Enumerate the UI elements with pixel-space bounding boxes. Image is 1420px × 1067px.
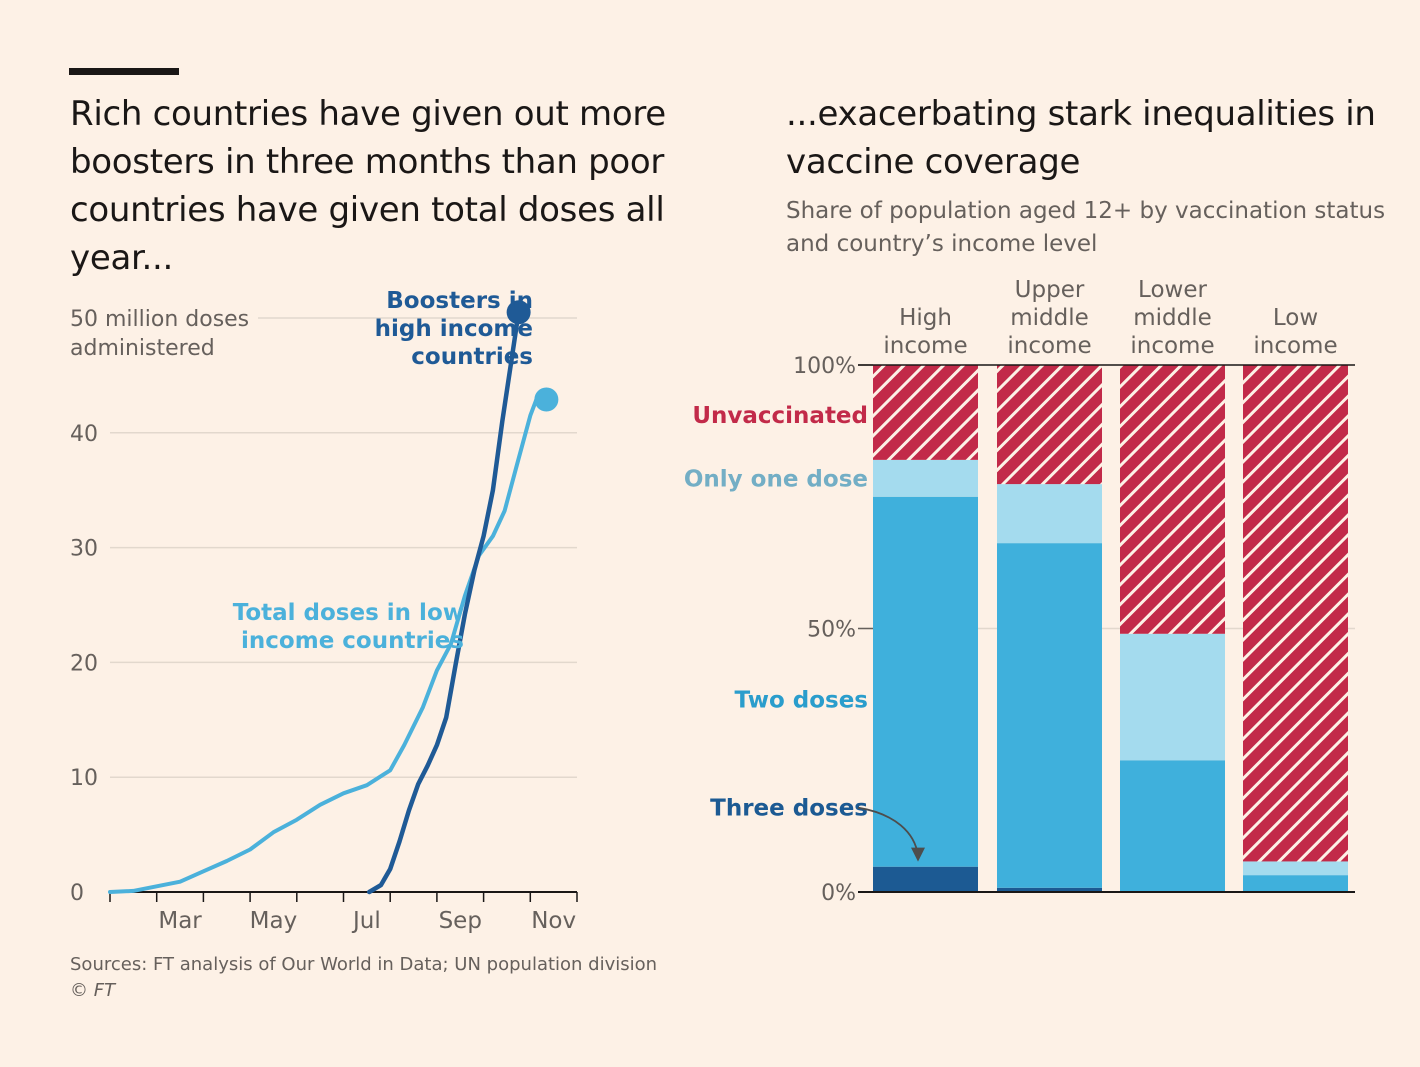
- source-note: Sources: FT analysis of Our World in Dat…: [70, 952, 657, 1004]
- y-axis-label: 50 million doses: [70, 307, 249, 332]
- legend-label-unvaccinated: Unvaccinated: [692, 403, 868, 429]
- legend-label-only-one-dose: Only one dose: [684, 466, 868, 492]
- line-chart: 0 10 20 30 40 50 million doses administered Mar…: [70, 288, 578, 934]
- y-tick-label: 30: [70, 537, 98, 562]
- bar-segment-only-one-dose: [1120, 633, 1225, 761]
- bar-segment-two-doses: [1243, 875, 1348, 892]
- low-income-doses-line: [108, 397, 539, 894]
- source-text: Sources: FT analysis of Our World in Dat…: [70, 954, 658, 975]
- bar-segment-only-one-dose: [873, 459, 978, 497]
- category-label: middle: [1133, 305, 1212, 331]
- bar-segment-only-one-dose: [1243, 861, 1348, 876]
- low-income-end-marker: [534, 387, 559, 412]
- category-label: Lower: [1138, 277, 1207, 303]
- bar-segment-two-doses: [873, 496, 978, 867]
- title-accent-rule: [69, 68, 179, 75]
- bar-segment-unvaccinated: [873, 365, 978, 460]
- y-tick-label: 40: [70, 422, 98, 447]
- x-tick-label: Mar: [158, 908, 202, 934]
- category-label: income: [883, 333, 967, 359]
- right-chart-title: ...exacerbating stark inequalities in va…: [786, 94, 1376, 182]
- three-doses-arrowhead: [911, 847, 925, 862]
- boosters-series-label: Boosters in: [386, 288, 533, 314]
- boosters-series-label: countries: [411, 344, 533, 370]
- y-tick-label: 10: [70, 766, 98, 791]
- boosters-end-marker: [506, 300, 531, 325]
- stacked-bar-chart: 0%50%100%HighincomeUppermiddleincomeLowe…: [684, 277, 1355, 906]
- category-label: income: [1007, 333, 1091, 359]
- bar-segment-two-doses: [1120, 760, 1225, 892]
- x-tick-label: Sep: [439, 908, 482, 934]
- x-tick-label: Jul: [351, 908, 381, 934]
- bar-segment-unvaccinated: [997, 365, 1102, 485]
- y-tick-label: 20: [70, 651, 98, 676]
- category-label: middle: [1010, 305, 1089, 331]
- x-tick-label: Nov: [531, 908, 576, 934]
- category-label: Upper: [1015, 277, 1085, 303]
- left-chart-title: Rich countries have given out more boost…: [70, 94, 666, 278]
- bar-segment-only-one-dose: [997, 484, 1102, 544]
- y-tick-label: 0: [70, 881, 84, 906]
- y-tick-label: 0%: [821, 881, 856, 906]
- y-axis-label: administered: [70, 336, 215, 361]
- x-tick-label: May: [250, 908, 298, 934]
- low-income-series-label: income countries: [241, 628, 464, 654]
- category-label: income: [1130, 333, 1214, 359]
- copyright-text: © FT: [70, 980, 116, 1001]
- boosters-series-label: high income: [375, 316, 533, 342]
- high-income-boosters-line: [366, 310, 521, 895]
- y-tick-label: 50%: [807, 618, 856, 643]
- category-label: High: [899, 305, 952, 331]
- bar-segment-unvaccinated: [1120, 365, 1225, 634]
- y-tick-label: 100%: [793, 354, 856, 379]
- category-label: income: [1253, 333, 1337, 359]
- legend-label-three-doses: Three doses: [710, 796, 868, 822]
- category-label: Low: [1273, 305, 1318, 331]
- right-chart-subtitle: Share of population aged 12+ by vaccinat…: [786, 198, 1386, 257]
- bar-segment-three-doses: [873, 866, 978, 892]
- bar-segment-three-doses: [997, 887, 1102, 892]
- bar-segment-two-doses: [997, 543, 1102, 888]
- low-income-series-label: Total doses in low: [233, 600, 464, 626]
- legend-label-two-doses: Two doses: [735, 688, 868, 714]
- bar-segment-unvaccinated: [1243, 365, 1348, 862]
